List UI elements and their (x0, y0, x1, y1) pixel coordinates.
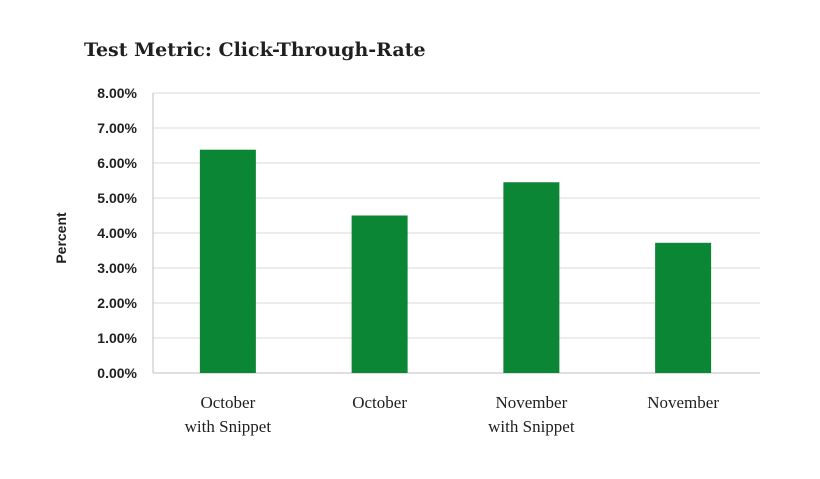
bar (351, 215, 408, 373)
y-axis-ticks: 0.00% 1.00% 2.00% 3.00% 4.00% 5.00% 6.00% 7.00%… (97, 85, 137, 381)
y-tick-label: 8.00% (97, 85, 137, 101)
bar (655, 242, 712, 373)
bar (503, 182, 560, 373)
x-tick-label: November (647, 393, 719, 412)
y-tick-label: 3.00% (97, 260, 137, 276)
chart-title: Test Metric: Click-Through-Rate (84, 39, 426, 61)
y-tick-label: 6.00% (97, 155, 137, 171)
x-axis-ticks: October with Snippet October November with S… (185, 393, 720, 436)
y-tick-label: 4.00% (97, 225, 137, 241)
x-tick-label: October with Snippet (185, 393, 272, 436)
y-tick-label: 0.00% (97, 365, 137, 381)
bar (199, 149, 256, 373)
y-tick-label: 5.00% (97, 190, 137, 206)
y-tick-label: 7.00% (97, 120, 137, 136)
x-tick-label: October (352, 393, 407, 412)
x-tick-label: November with Snippet (488, 393, 575, 436)
y-tick-label: 2.00% (97, 295, 137, 311)
y-tick-label: 1.00% (97, 330, 137, 346)
bars (199, 149, 712, 373)
y-axis-label: Percent (53, 212, 69, 264)
